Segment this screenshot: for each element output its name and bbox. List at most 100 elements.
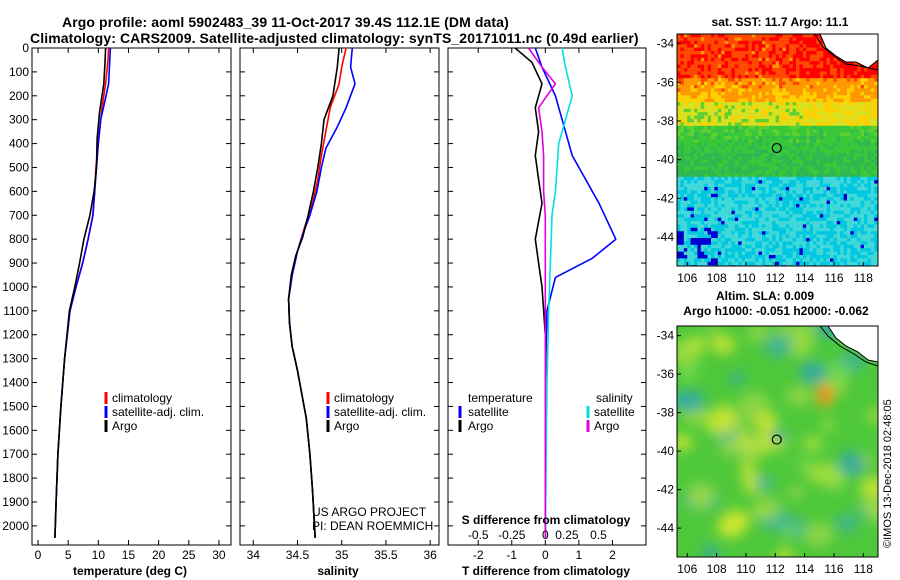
sst-cell: [683, 139, 688, 144]
sst-cell: [707, 74, 712, 79]
sst-cell: [847, 108, 851, 113]
sst-cell: [789, 51, 793, 55]
sst-cell: [826, 255, 831, 259]
sst-cell: [799, 224, 804, 229]
sst-cell: [775, 224, 780, 229]
sst-cell: [785, 71, 790, 76]
sst-cell: [751, 187, 756, 191]
sst-cell: [762, 204, 766, 208]
sst-cell: [717, 183, 722, 188]
sst-cell: [721, 142, 725, 147]
sst-cell: [745, 119, 749, 123]
sst-cell: [687, 214, 691, 218]
sst-cell: [806, 125, 810, 130]
sst-cell: [751, 241, 756, 246]
sst-cell: [843, 98, 848, 103]
sst-cell: [724, 231, 729, 235]
sst-cell: [806, 129, 810, 133]
sst-cell: [687, 51, 691, 55]
sst-cell: [748, 139, 753, 144]
sst-cell: [785, 115, 790, 120]
sst-cell: [819, 153, 824, 157]
sst-cell: [789, 88, 793, 93]
sst-cell: [799, 258, 804, 263]
sst-cell: [847, 115, 851, 120]
sst-cell: [711, 234, 715, 239]
sst-cell: [731, 207, 736, 212]
sst-cell: [751, 227, 756, 232]
sst-cell: [704, 139, 708, 144]
sst-cell: [731, 74, 736, 79]
sst-cell: [751, 108, 756, 113]
sst-cell: [860, 156, 865, 161]
sst-cell: [748, 197, 753, 201]
sst-cell: [738, 136, 742, 140]
sst-cell: [826, 57, 831, 62]
sst-cell: [816, 78, 821, 82]
sst-cell: [768, 224, 773, 229]
sst-cell: [816, 129, 821, 133]
sst-cell: [874, 255, 878, 259]
sst-cell: [680, 81, 685, 86]
sst-cell: [700, 102, 705, 106]
sst-cell: [870, 214, 875, 218]
sst-cell: [857, 170, 861, 174]
sst-cell: [823, 261, 827, 266]
sst-cell: [772, 180, 776, 184]
sst-cell: [799, 193, 804, 198]
sst-cell: [745, 153, 749, 157]
sst-cell: [758, 78, 763, 82]
sst-cell: [741, 180, 746, 184]
sst-cell: [741, 183, 746, 188]
sst-cell: [717, 81, 722, 86]
sst-cell: [758, 166, 763, 171]
sst-cell: [734, 85, 739, 89]
sst-cell: [833, 146, 838, 150]
sst-cell: [724, 207, 729, 212]
sst-cell: [819, 51, 824, 55]
sst-cell: [830, 68, 834, 72]
sst-cell: [714, 200, 719, 205]
sst-cell: [707, 115, 712, 120]
sst-cell: [694, 44, 698, 48]
sst-cell: [779, 238, 783, 242]
sla-blob: [677, 339, 702, 365]
sst-cell: [792, 224, 797, 229]
sst-cell: [785, 261, 790, 266]
sst-cell: [870, 244, 875, 249]
sst-cell: [782, 204, 787, 208]
sst-cell: [687, 132, 691, 137]
sst-cell: [762, 159, 766, 164]
sst-cell: [802, 153, 807, 157]
sst-cell: [802, 64, 807, 69]
sst-cell: [789, 122, 793, 127]
sst-cell: [874, 74, 878, 79]
sst-cell: [707, 197, 712, 201]
sst-cell: [830, 85, 834, 89]
sst-cell: [731, 241, 736, 246]
sst-cell: [867, 105, 872, 110]
sst-cell: [745, 102, 749, 106]
sst-cell: [758, 173, 763, 178]
sst-cell: [707, 47, 712, 52]
sst-cell: [690, 98, 695, 103]
sst-cell: [789, 78, 793, 82]
sst-cell: [751, 183, 756, 188]
sst-cell: [864, 204, 868, 208]
sst-cell: [840, 105, 844, 110]
sst-cell: [782, 149, 787, 154]
sst-cell: [789, 156, 793, 161]
sst-cell: [697, 180, 702, 184]
sst-cell: [694, 241, 698, 246]
sst-cell: [724, 105, 729, 110]
sst-cell: [734, 241, 739, 246]
sst-cell: [748, 102, 753, 106]
sst-cell: [816, 122, 821, 127]
sst-cell: [687, 64, 691, 69]
sst-cell: [751, 105, 756, 110]
sst-cell: [853, 221, 858, 225]
sst-cell: [765, 47, 770, 52]
sst-cell: [843, 149, 848, 154]
sst-cell: [874, 197, 878, 201]
sst-cell: [799, 153, 804, 157]
